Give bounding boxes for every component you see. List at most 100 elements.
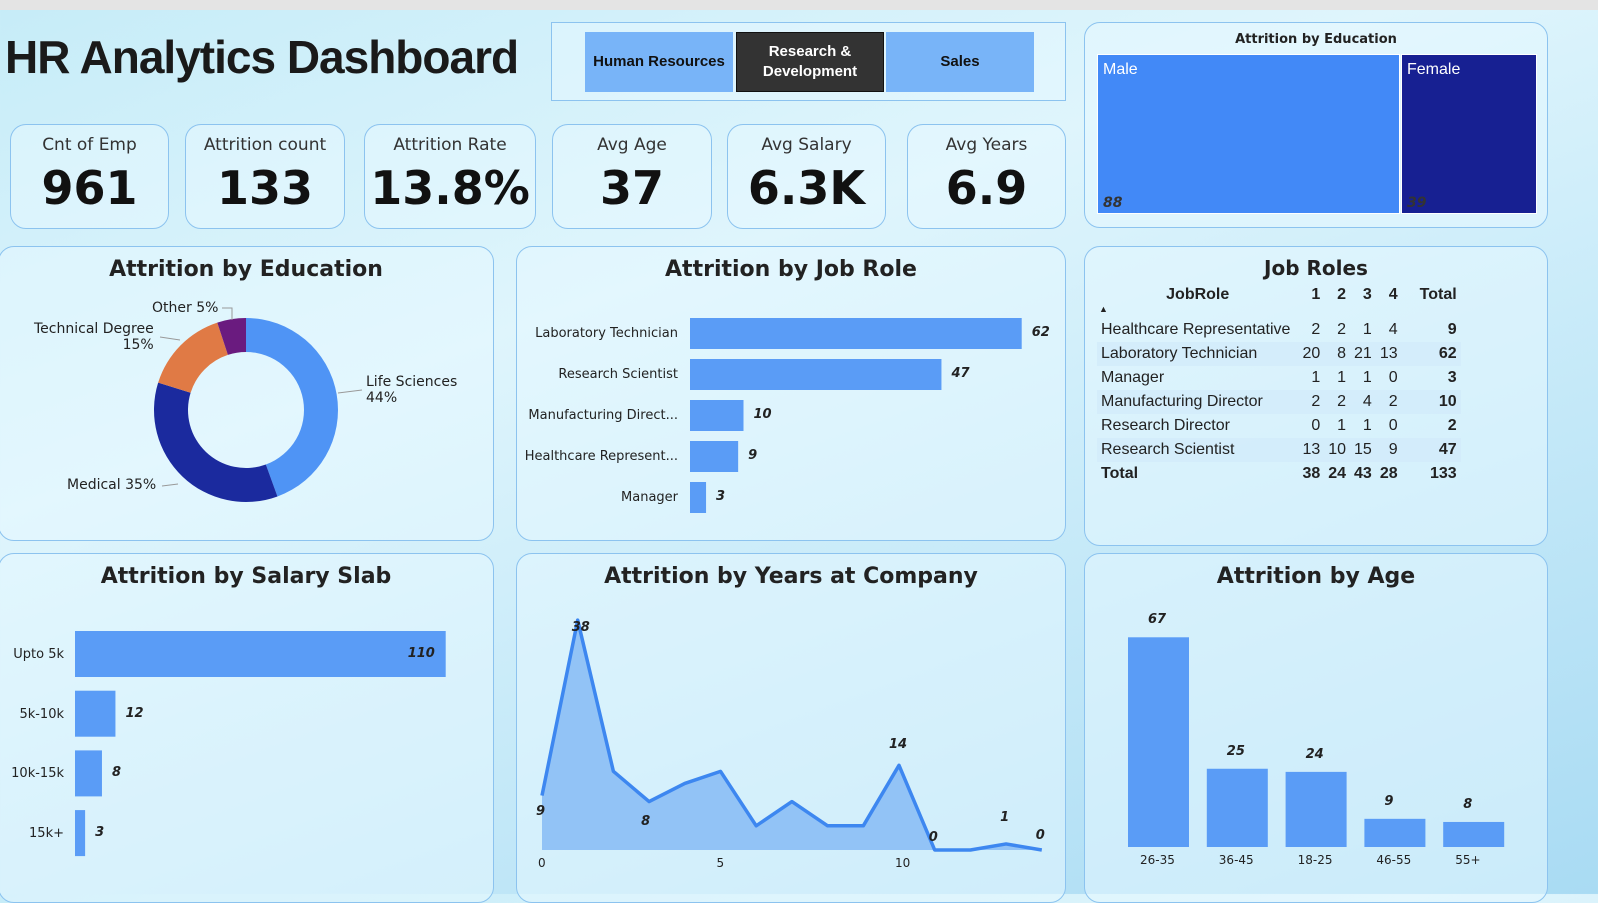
column-header[interactable]: Total bbox=[1419, 286, 1457, 303]
job-role-value: 47 bbox=[951, 366, 970, 381]
table-cell: 13 bbox=[1298, 438, 1325, 462]
chart-title: Attrition by Salary Slab bbox=[100, 564, 392, 589]
table-cell: 9 bbox=[1375, 438, 1402, 462]
x-tick-label: 0 bbox=[538, 856, 546, 870]
area-data-label: 38 bbox=[571, 620, 590, 636]
chart-title: Attrition by Job Role bbox=[665, 257, 917, 282]
job-role-bar[interactable] bbox=[690, 359, 942, 390]
kpi-label: Avg Years bbox=[945, 135, 1028, 155]
treemap-value: 39 bbox=[1407, 195, 1427, 211]
table-cell: 2 bbox=[1447, 417, 1457, 434]
table-row: Laboratory Technician 20 8 21 13 62 bbox=[1097, 342, 1461, 366]
table-cell: 1 bbox=[1362, 417, 1372, 434]
age-bar[interactable] bbox=[1128, 637, 1189, 847]
kpi-value: 6.9 bbox=[945, 161, 1028, 215]
kpi-label: Cnt of Emp bbox=[42, 135, 137, 155]
chart-title: Attrition by Education bbox=[109, 257, 383, 282]
leader-line bbox=[159, 336, 181, 341]
job-role-bar[interactable] bbox=[690, 400, 744, 431]
table-row: Manufacturing Director 2 2 4 2 10 bbox=[1097, 390, 1461, 414]
slicer-human-resources[interactable]: Human Resources bbox=[585, 32, 733, 92]
column-header[interactable]: 4 bbox=[1388, 286, 1398, 303]
job-role-bar[interactable] bbox=[690, 441, 739, 472]
job-role-label: Manufacturing Direct... bbox=[528, 408, 678, 423]
table-cell: 4 bbox=[1388, 321, 1398, 338]
salary-bar[interactable] bbox=[75, 690, 116, 737]
salary-bar[interactable] bbox=[75, 631, 446, 677]
donut-label-other: Other 5% bbox=[152, 300, 219, 316]
table-row: Manager 1 1 1 0 3 bbox=[1097, 366, 1461, 390]
area-line[interactable] bbox=[540, 618, 1043, 852]
sort-ascending-icon[interactable]: ▲ bbox=[1099, 304, 1108, 314]
age-bar[interactable] bbox=[1364, 818, 1426, 847]
x-tick-label: 10 bbox=[895, 856, 911, 870]
column-header[interactable]: 1 bbox=[1311, 286, 1321, 303]
table-cell: 20 bbox=[1298, 342, 1325, 366]
donut-slice[interactable] bbox=[158, 322, 228, 393]
age-bar[interactable] bbox=[1206, 768, 1268, 847]
kpi-attrition-rate: Attrition Rate 13.8% bbox=[364, 124, 536, 229]
job-roles-matrix: JobRole ▲ 1 2 3 4 Total Healthcare Representati… bbox=[1097, 286, 1461, 486]
kpi-label: Avg Age bbox=[597, 135, 667, 155]
donut-slice[interactable] bbox=[217, 318, 246, 355]
treemap-card: Attrition by Education Male 88 Female 39 bbox=[1084, 22, 1548, 228]
table-cell: 2 bbox=[1324, 390, 1351, 414]
table-cell: Manager bbox=[1101, 369, 1165, 386]
table-cell: 43 bbox=[1354, 465, 1372, 482]
age-value: 25 bbox=[1226, 743, 1245, 759]
salary-value: 8 bbox=[111, 765, 121, 781]
table-cell: 47 bbox=[1401, 438, 1461, 462]
table-cell: Laboratory Technician bbox=[1097, 342, 1299, 366]
treemap-title: Attrition by Education bbox=[1235, 32, 1397, 47]
salary-label: Upto 5k bbox=[13, 647, 64, 662]
kpi-attrition-count: Attrition count 133 bbox=[185, 124, 345, 229]
area-data-label: 9 bbox=[536, 803, 546, 819]
kpi-label: Attrition Rate bbox=[393, 135, 507, 155]
table-cell: Research Scientist bbox=[1097, 438, 1299, 462]
age-label: 26-35 bbox=[1140, 853, 1175, 867]
age-label: 36-45 bbox=[1218, 853, 1254, 867]
area-data-label: 14 bbox=[889, 737, 908, 753]
age-bar[interactable] bbox=[1443, 821, 1505, 847]
chart-title: Attrition by Years at Company bbox=[604, 564, 978, 589]
donut-label-technical: Technical Degree 15% bbox=[34, 321, 154, 353]
salary-label: 10k-15k bbox=[11, 766, 64, 782]
job-role-bar[interactable] bbox=[690, 482, 707, 513]
column-header[interactable]: 3 bbox=[1362, 286, 1372, 303]
treemap-value: 88 bbox=[1103, 195, 1123, 211]
job-role-bar[interactable] bbox=[690, 318, 1022, 349]
column-header[interactable]: JobRole ▲ bbox=[1099, 286, 1230, 314]
treemap-label: Male bbox=[1103, 61, 1138, 78]
salary-bar[interactable] bbox=[75, 750, 102, 797]
age-label: 46-55 bbox=[1376, 853, 1412, 867]
window-top-bar bbox=[0, 0, 1598, 10]
slicer-sales[interactable]: Sales bbox=[886, 32, 1034, 92]
page-title: HR Analytics Dashboard bbox=[5, 31, 519, 83]
job-role-card: Attrition by Job Role bbox=[516, 246, 1066, 541]
treemap-female[interactable]: Female 39 bbox=[1401, 54, 1537, 214]
table-cell: Manufacturing Director bbox=[1097, 390, 1299, 414]
column-header[interactable]: 2 bbox=[1337, 286, 1347, 303]
leader-line bbox=[337, 389, 363, 394]
kpi-value: 961 bbox=[41, 161, 138, 215]
donut-label-life-sciences: Life Sciences 44% bbox=[366, 374, 458, 406]
leader-line bbox=[222, 307, 233, 320]
salary-value: 3 bbox=[95, 825, 105, 841]
table-cell: 1 bbox=[1311, 369, 1321, 386]
salary-label: 5k-10k bbox=[19, 706, 64, 722]
slicer-research-development[interactable]: Research & Development bbox=[736, 32, 884, 92]
table-total-row: Total 38 24 43 28 133 bbox=[1097, 462, 1461, 486]
kpi-avg-years: Avg Years 6.9 bbox=[907, 124, 1066, 229]
age-bar[interactable] bbox=[1285, 771, 1347, 847]
kpi-value: 6.3K bbox=[747, 161, 866, 215]
job-role-value: 3 bbox=[716, 489, 726, 504]
donut-slice[interactable] bbox=[153, 382, 278, 502]
job-role-label: Research Scientist bbox=[558, 367, 678, 382]
donut-slice[interactable] bbox=[246, 318, 339, 497]
table-cell: 0 bbox=[1388, 369, 1398, 386]
job-role-label: Laboratory Technician bbox=[535, 326, 678, 341]
treemap-male[interactable]: Male 88 bbox=[1097, 54, 1400, 214]
area-fill bbox=[542, 620, 1042, 850]
salary-bar[interactable] bbox=[75, 810, 86, 857]
